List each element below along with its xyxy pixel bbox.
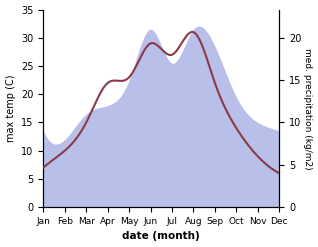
Y-axis label: max temp (C): max temp (C) (5, 75, 16, 142)
Y-axis label: med. precipitation (kg/m2): med. precipitation (kg/m2) (303, 48, 313, 169)
X-axis label: date (month): date (month) (122, 231, 200, 242)
